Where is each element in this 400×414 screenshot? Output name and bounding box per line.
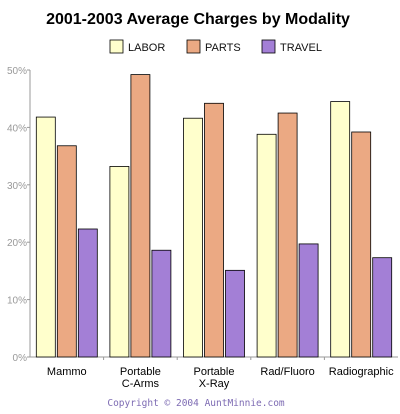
chart-title: 2001-2003 Average Charges by Modality bbox=[46, 11, 350, 28]
bars bbox=[35, 74, 393, 358]
y-tick-label: 10% bbox=[7, 296, 27, 307]
category-label-rad-fluoro: Rad/Fluoro bbox=[260, 366, 314, 378]
bar-travel-mammo bbox=[77, 228, 98, 358]
bar-travel-portable-x-ray bbox=[225, 269, 245, 358]
bar-travel-rad-fluoro bbox=[298, 243, 319, 358]
legend-label-labor: LABOR bbox=[128, 42, 165, 54]
legend-swatch-labor bbox=[109, 39, 124, 54]
y-tick-label: 40% bbox=[7, 123, 27, 134]
bar-travel-radiographic bbox=[372, 257, 393, 358]
legend-swatch-travel bbox=[261, 39, 276, 54]
category-label-portable-x-ray: Portable bbox=[194, 366, 235, 378]
legend-swatch-parts bbox=[186, 39, 201, 54]
category-label-portable-c-arms: C-Arms bbox=[122, 378, 160, 390]
legend-label-travel: TRAVEL bbox=[280, 42, 322, 54]
category-label-radiographic: Radiographic bbox=[329, 366, 394, 378]
category-labels: Mammo PortableC-ArmsPortableX-RayRad/Fluo… bbox=[47, 366, 394, 390]
bar-labor-portable-c-arms bbox=[109, 166, 130, 358]
category-label-mammo: Mammo bbox=[47, 366, 87, 378]
bar-labor-rad-fluoro bbox=[256, 133, 277, 358]
bar-parts-portable-x-ray bbox=[204, 102, 224, 358]
bar-parts-rad-fluoro bbox=[277, 112, 298, 358]
copyright-text: Copyright © 2004 AuntMinnie.com bbox=[107, 398, 285, 409]
bar-parts-mammo bbox=[56, 145, 77, 358]
legend: LABOR PARTS TRAVEL bbox=[109, 39, 322, 54]
y-tick-label: 0% bbox=[13, 353, 28, 364]
category-label-portable-x-ray: X-Ray bbox=[199, 378, 230, 390]
y-tick-label: 20% bbox=[7, 238, 27, 249]
legend-label-parts: PARTS bbox=[205, 42, 241, 54]
bar-parts-radiographic bbox=[351, 131, 372, 358]
bar-parts-portable-c-arms bbox=[130, 74, 151, 358]
bar-labor-portable-x-ray bbox=[183, 117, 203, 358]
y-tick-label: 50% bbox=[7, 66, 27, 77]
category-label-portable-c-arms: Portable bbox=[120, 366, 161, 378]
bar-labor-mammo bbox=[35, 116, 56, 358]
bar-labor-radiographic bbox=[330, 101, 351, 358]
bar-travel-portable-c-arms bbox=[151, 249, 172, 358]
y-tick-label: 30% bbox=[7, 181, 27, 192]
